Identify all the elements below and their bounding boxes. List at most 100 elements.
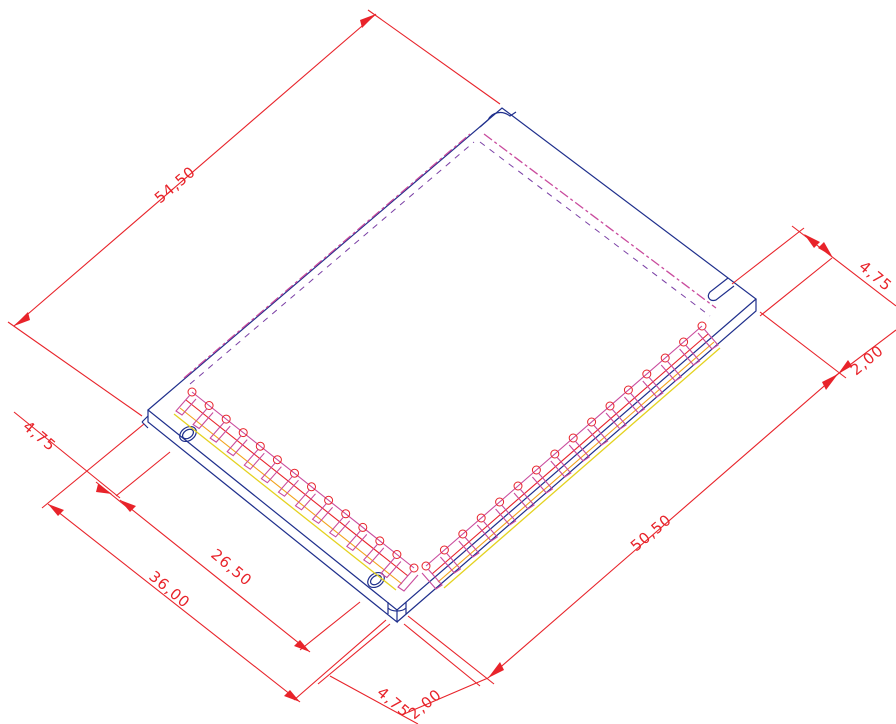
bottom-notch: [387, 602, 407, 614]
dim-bottom-ext-1: [317, 623, 391, 685]
dim-top-arrow-b: [360, 14, 376, 28]
pad-left: [238, 428, 248, 438]
dim-left-offset-line: [95, 481, 129, 509]
pad-right: [623, 385, 633, 395]
pad-left: [204, 401, 214, 410]
pin-right: [458, 536, 480, 558]
dim-right-extension-top: [759, 311, 847, 379]
mounting-hole-1: [179, 425, 197, 443]
dim-left-inner-ext-bottom: [299, 601, 361, 651]
pin-left: [380, 557, 402, 579]
mounting-holes: [179, 425, 385, 589]
shield-left-edge: [183, 133, 471, 379]
shield-top-edge-inner: [479, 141, 711, 317]
dim-left-offset-ext: [13, 411, 121, 499]
dim-top-length: 54,50: [151, 162, 199, 207]
dim-right-notch-arrow-b: [818, 242, 832, 256]
dim-right-line: [487, 373, 839, 679]
dim-right-arrow-a: [488, 662, 504, 678]
dim-right-notch-offset: 4,75: [855, 257, 895, 295]
pin-right: [439, 552, 462, 574]
pad-right: [476, 513, 486, 523]
pad-right: [495, 497, 505, 507]
pad-left: [307, 482, 316, 492]
pad-right: [439, 545, 449, 555]
pin-left: [226, 435, 248, 457]
board-right-edge: [396, 299, 757, 623]
pin-left: [397, 570, 419, 592]
pin-left: [243, 448, 265, 470]
pad-left: [358, 522, 368, 532]
pad-right: [642, 369, 652, 379]
pad-right: [550, 449, 560, 459]
pad-right: [660, 353, 670, 363]
pin-right: [642, 376, 664, 398]
pad-left: [375, 536, 385, 546]
pin-row-right-4: [443, 347, 721, 589]
pad-right: [458, 529, 468, 539]
dim-top-line: [13, 13, 377, 327]
dim-right-length: 50,50: [627, 510, 675, 555]
pin-right: [476, 520, 499, 542]
dim-right-notch-ext-1: [731, 227, 805, 285]
dim-bottom-width-line: [403, 677, 489, 715]
pin-right: [697, 328, 719, 350]
dim-left-offset-arrow: [96, 484, 112, 494]
pad-right: [568, 433, 578, 443]
pin-right: [605, 408, 627, 430]
shield-can: [183, 133, 717, 385]
pad-left: [221, 414, 231, 424]
right-notch: [707, 277, 735, 302]
pad-left: [187, 387, 197, 397]
shield-top-edge: [483, 133, 717, 309]
pin-left: [328, 516, 351, 538]
pin-left: [362, 543, 385, 565]
pad-right: [421, 561, 431, 571]
pin-row-right-3: [437, 341, 715, 583]
pin-row-left-2: [185, 399, 409, 577]
dim-bottom-ext-2: [403, 623, 481, 687]
pin-right: [531, 472, 554, 494]
pin-right: [495, 504, 517, 526]
pin-right: [679, 344, 701, 366]
top-notch: [479, 111, 517, 128]
dim-left-total-ext-top: [41, 423, 145, 509]
pin-left: [209, 421, 231, 443]
dim-left-inner-arrow-a: [120, 500, 136, 512]
pad-left: [324, 495, 334, 505]
pad-right: [679, 337, 689, 347]
dim-top-arrow-a: [14, 312, 30, 326]
pin-row-left-3: [179, 407, 403, 585]
mounting-hole-1-inner: [181, 428, 195, 440]
pad-left: [392, 550, 402, 559]
pin-right: [660, 360, 683, 382]
pin-left: [294, 489, 316, 511]
pad-left: [341, 509, 351, 519]
dim-left-total-line: [47, 503, 301, 703]
dim-left-inner: 26,50: [207, 545, 255, 590]
pin-left: [345, 530, 368, 552]
pin-left: [311, 502, 334, 525]
dim-bottom-width: 2,00: [405, 685, 445, 723]
pin-left: [192, 408, 214, 430]
dim-left-offset: 4,75: [19, 417, 59, 455]
dim-right-extension-bottom: [407, 615, 495, 685]
pin-right: [623, 392, 646, 414]
dim-left-total-ext-bottom: [293, 619, 387, 701]
pin-left: [277, 475, 299, 497]
pin-right: [550, 456, 572, 478]
pad-left: [272, 455, 282, 465]
pin-row-left-4: [173, 413, 397, 591]
pin-right: [513, 488, 535, 510]
pin-right: [421, 568, 443, 590]
pin-left: [175, 394, 197, 416]
pin-row-right-2: [431, 333, 709, 575]
dim-right-width-arrow: [838, 360, 852, 374]
board-outline: [141, 107, 757, 624]
pad-right: [531, 465, 541, 475]
pin-left: [260, 462, 282, 484]
pin-rows: [173, 321, 721, 592]
shield-left-edge-inner: [189, 141, 475, 385]
